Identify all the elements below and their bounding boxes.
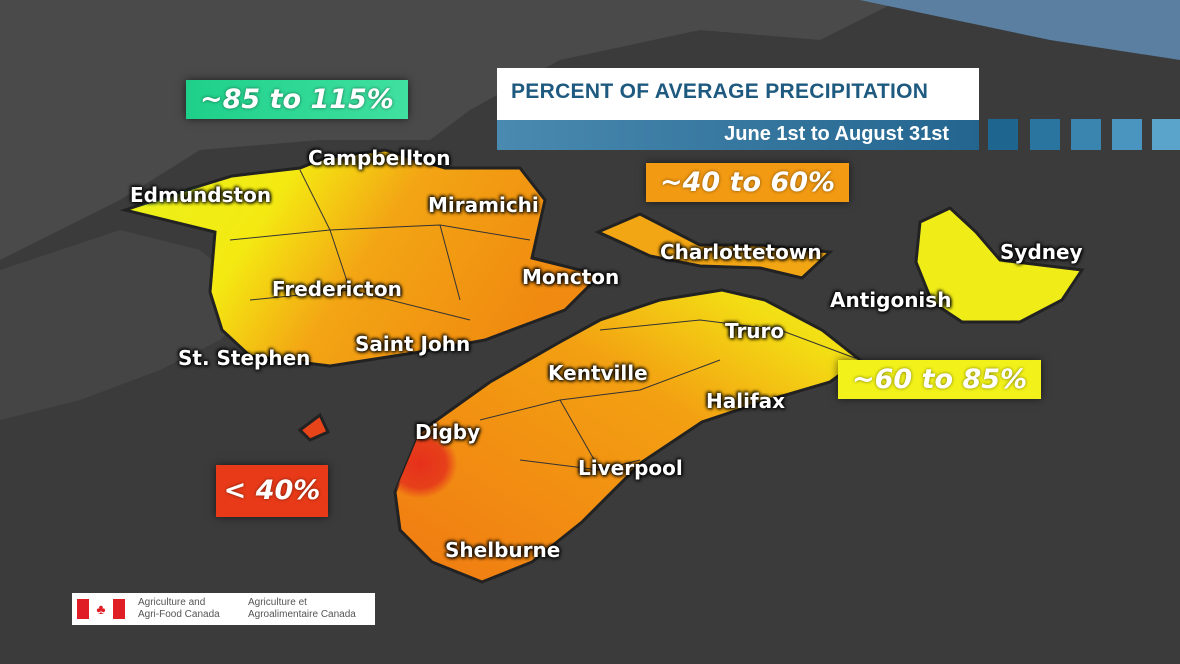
map-title: PERCENT OF AVERAGE PRECIPITATION [511, 80, 929, 103]
city-label: Halifax [706, 389, 786, 413]
legend-under-40: < 40% [216, 465, 328, 517]
city-label: Sydney [1000, 240, 1083, 264]
decor-square [988, 119, 1018, 150]
map-subtitle: June 1st to August 31st [724, 123, 949, 145]
city-label: Digby [415, 420, 481, 444]
logo-text-en: Agriculture and [138, 597, 206, 608]
decor-square [1030, 119, 1060, 150]
maine-background [0, 230, 260, 420]
city-label: Shelburne [445, 538, 561, 562]
city-label: Antigonish [830, 288, 952, 312]
canada-flag-icon: ♣ [77, 599, 125, 619]
decor-square [1112, 119, 1142, 150]
city-label: Edmundston [130, 183, 272, 207]
legend-85-115: ~85 to 115% [186, 80, 408, 119]
city-label: Kentville [548, 361, 648, 385]
gulf-water [860, 0, 1180, 60]
logo-text-en: Agri-Food Canada [138, 609, 220, 620]
city-label: Campbellton [308, 146, 451, 170]
mainland-background [0, 0, 900, 260]
legend-60-85: ~60 to 85% [838, 360, 1042, 399]
city-label: Moncton [522, 265, 620, 289]
county-lines [229, 169, 861, 471]
city-label: Miramichi [428, 193, 539, 217]
city-label: Liverpool [578, 456, 683, 480]
subtitle-banner: June 1st to August 31st [497, 120, 979, 150]
decor-square [1152, 119, 1180, 150]
pei [594, 212, 834, 280]
title-banner: PERCENT OF AVERAGE PRECIPITATION [497, 68, 979, 120]
city-label: Charlottetown [660, 240, 822, 264]
logo-text-fr: Agroalimentaire Canada [248, 609, 356, 620]
cape-breton [914, 206, 1085, 324]
decor-square [1071, 119, 1101, 150]
city-label: St. Stephen [178, 346, 311, 370]
legend-40-60: ~40 to 60% [646, 163, 850, 202]
city-label: Fredericton [272, 277, 402, 301]
logo-text-fr: Agriculture et [248, 597, 307, 608]
aafc-logo: ♣ Agriculture and Agri-Food Canada Agricu… [72, 593, 375, 625]
city-label: Saint John [355, 332, 471, 356]
city-label: Truro [725, 319, 785, 343]
